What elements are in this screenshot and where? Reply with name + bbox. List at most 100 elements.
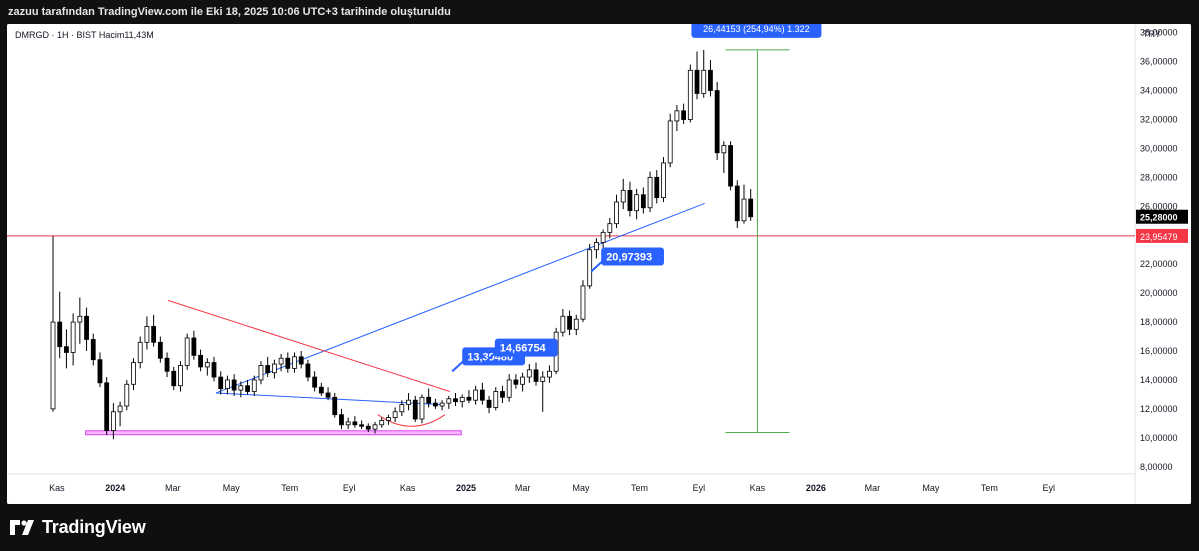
candle-body — [318, 386, 324, 394]
candle — [225, 375, 230, 395]
candle-body — [218, 376, 224, 390]
candle — [265, 356, 271, 378]
candle-body — [473, 389, 479, 401]
price-tick-label: 30,00000 — [1140, 143, 1178, 153]
candle-body — [97, 359, 103, 384]
candle — [184, 333, 190, 370]
currency-label[interactable]: TRY — [1143, 29, 1161, 39]
price-tick-label: 20,00000 — [1140, 288, 1178, 298]
brand-name: TradingView — [42, 517, 146, 537]
candle — [345, 417, 351, 430]
price-tick-label: 16,00000 — [1140, 346, 1178, 356]
candle-body — [231, 379, 237, 391]
price-tick-label: 22,00000 — [1140, 259, 1178, 269]
time-tick-label: Tem — [981, 483, 998, 493]
candle — [681, 103, 687, 124]
candle — [453, 392, 458, 406]
candle-body — [453, 398, 458, 403]
measure-label-box — [691, 24, 822, 38]
candle — [560, 309, 566, 337]
price-tick-label: 36,00000 — [1140, 57, 1178, 67]
time-tick-label: 2026 — [806, 483, 826, 493]
candle-body — [634, 194, 640, 212]
candle-body — [520, 376, 526, 385]
candle — [178, 361, 183, 392]
time-tick-label: Kas — [49, 483, 65, 493]
price-chart[interactable]: 8,00000 10,00000 12,00000 14,00000 16,00000 1… — [7, 24, 1191, 504]
candle — [285, 352, 291, 373]
candle — [97, 352, 103, 388]
time-tick-label: 2025 — [456, 483, 476, 493]
candle-body — [325, 392, 331, 398]
candle-body — [204, 362, 210, 368]
candle-body — [70, 321, 76, 353]
candle — [312, 371, 318, 392]
candle — [513, 374, 519, 389]
candle — [439, 400, 445, 411]
candle — [90, 333, 96, 366]
time-tick-label: Eyl — [693, 483, 706, 493]
symbol-info[interactable]: DMRGD · 1H · BIST Hacim11,43M — [15, 30, 154, 40]
candle-body — [245, 385, 250, 392]
candle-body — [131, 362, 136, 385]
time-tick-label: Kas — [750, 483, 766, 493]
candle — [748, 188, 754, 221]
candle-body — [640, 194, 646, 209]
candle-body — [533, 369, 539, 382]
candle-body — [379, 420, 385, 426]
candle — [533, 362, 539, 386]
measure-label: 26,44153 (254,94%) 1.322 — [703, 24, 810, 34]
candle — [547, 365, 552, 383]
candle-body — [399, 404, 405, 413]
candle-body — [57, 321, 63, 348]
candle — [593, 238, 599, 259]
annotation-label: 14,66754 — [500, 343, 547, 355]
candle-body — [339, 414, 344, 426]
candle — [251, 375, 257, 396]
candle-body — [714, 90, 720, 154]
candle — [292, 352, 297, 373]
candle — [318, 382, 324, 396]
price-tick-label: 28,00000 — [1140, 172, 1178, 182]
candle — [721, 141, 727, 174]
candle-body — [278, 357, 284, 365]
candle-body — [352, 421, 358, 426]
candle — [459, 394, 465, 408]
candle — [493, 387, 499, 411]
candle — [50, 235, 56, 412]
candle-body — [265, 365, 271, 374]
candle-body — [573, 318, 579, 330]
candle-body — [292, 356, 297, 369]
candle-body — [547, 370, 552, 378]
candle — [64, 329, 69, 369]
candle-body — [741, 198, 747, 222]
candle-body — [708, 69, 713, 91]
candle-body — [191, 337, 197, 356]
candle — [486, 395, 492, 414]
candle — [332, 392, 338, 418]
candle — [567, 310, 572, 336]
candle-body — [77, 315, 83, 323]
tradingview-logo-icon — [10, 520, 34, 535]
candle — [406, 392, 411, 411]
annotation-box — [601, 247, 664, 266]
chart-frame[interactable]: 8,00000 10,00000 12,00000 14,00000 16,00000 1… — [7, 24, 1191, 504]
horizontal-line-price-label: 23,95479 — [1140, 232, 1178, 242]
tradingview-logo[interactable]: TradingView — [10, 517, 146, 538]
candle — [694, 51, 700, 100]
candle-body — [614, 201, 619, 225]
candle — [600, 229, 606, 252]
price-tick-label: 10,00000 — [1140, 433, 1178, 443]
candle — [640, 187, 646, 214]
candle — [667, 113, 673, 168]
candle — [634, 188, 640, 220]
time-tick-label: Mar — [515, 483, 531, 493]
candle-body — [426, 396, 432, 404]
candle — [124, 379, 130, 411]
candle — [412, 395, 418, 422]
last-price-label: 25,28000 — [1140, 213, 1178, 223]
candle-body — [661, 162, 666, 199]
footer-bar: TradingView — [0, 504, 1199, 551]
time-tick-label: Eyl — [343, 483, 356, 493]
candle-body — [593, 242, 599, 251]
